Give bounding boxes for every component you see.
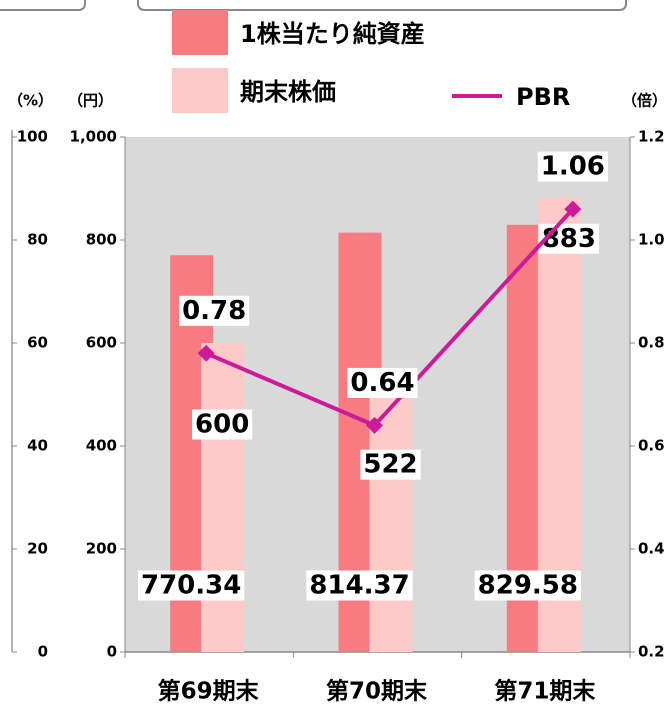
y2-tick-label: 1.0 xyxy=(638,231,665,249)
y2-label: （倍） xyxy=(622,92,667,110)
y-label: （円） xyxy=(68,92,113,110)
y2-tick-label: 0.2 xyxy=(638,643,665,661)
y3-tick-label: 60 xyxy=(27,334,48,352)
x-tick-label: 第71期末 xyxy=(494,678,596,705)
data-label-box xyxy=(360,449,421,480)
y2-tick-label: 0.8 xyxy=(638,334,665,352)
data-label: 0.78 xyxy=(182,296,246,326)
y-tick-label: 800 xyxy=(86,231,117,249)
y2-tick-label: 0.6 xyxy=(638,437,665,455)
data-label-box xyxy=(192,409,253,440)
x-tick-label: 第70期末 xyxy=(326,678,428,705)
y-tick-label: 1,000 xyxy=(70,128,117,146)
data-label-box xyxy=(538,223,599,254)
frame-fragment xyxy=(0,0,86,11)
y3-tick-label: 80 xyxy=(27,231,48,249)
marker xyxy=(564,200,582,218)
data-label: 829.58 xyxy=(478,571,578,601)
y3-tick-label: 40 xyxy=(27,437,48,455)
marker xyxy=(197,344,215,362)
legend-label: 期末株価 xyxy=(240,78,336,106)
data-label-box xyxy=(474,570,582,601)
data-label: 600 xyxy=(195,410,249,440)
y3-tick-label: 100 xyxy=(17,128,48,146)
data-label: 814.37 xyxy=(309,571,409,601)
y2-tick-label: 1.2 xyxy=(638,128,665,146)
y-tick-label: 0 xyxy=(107,643,117,661)
data-label-box xyxy=(347,367,418,398)
data-label-box xyxy=(137,570,245,601)
data-label: 770.34 xyxy=(141,571,241,601)
y-tick-label: 400 xyxy=(86,437,117,455)
y2-tick-label: 0.4 xyxy=(638,540,665,558)
y-tick-label: 600 xyxy=(86,334,117,352)
y3-tick-label: 0 xyxy=(38,643,48,661)
legend-label: 1株当たり純資産 xyxy=(240,20,425,48)
data-label: 0.64 xyxy=(350,368,414,398)
data-label-box xyxy=(537,151,608,182)
legend-swatch xyxy=(172,68,228,113)
x-tick-label: 第69期末 xyxy=(158,678,260,705)
data-label: 522 xyxy=(363,450,417,480)
data-label: 883 xyxy=(542,224,596,254)
data-label-box xyxy=(306,570,413,601)
data-label-box xyxy=(179,295,250,326)
frame-fragment xyxy=(137,0,627,11)
bar xyxy=(201,343,245,652)
y3-label: （%） xyxy=(8,92,53,110)
legend-swatch xyxy=(172,10,228,55)
legend-label: PBR xyxy=(516,83,570,111)
data-label: 1.06 xyxy=(541,152,605,182)
y-tick-label: 200 xyxy=(86,540,117,558)
marker xyxy=(366,416,383,434)
y3-tick-label: 20 xyxy=(27,540,48,558)
